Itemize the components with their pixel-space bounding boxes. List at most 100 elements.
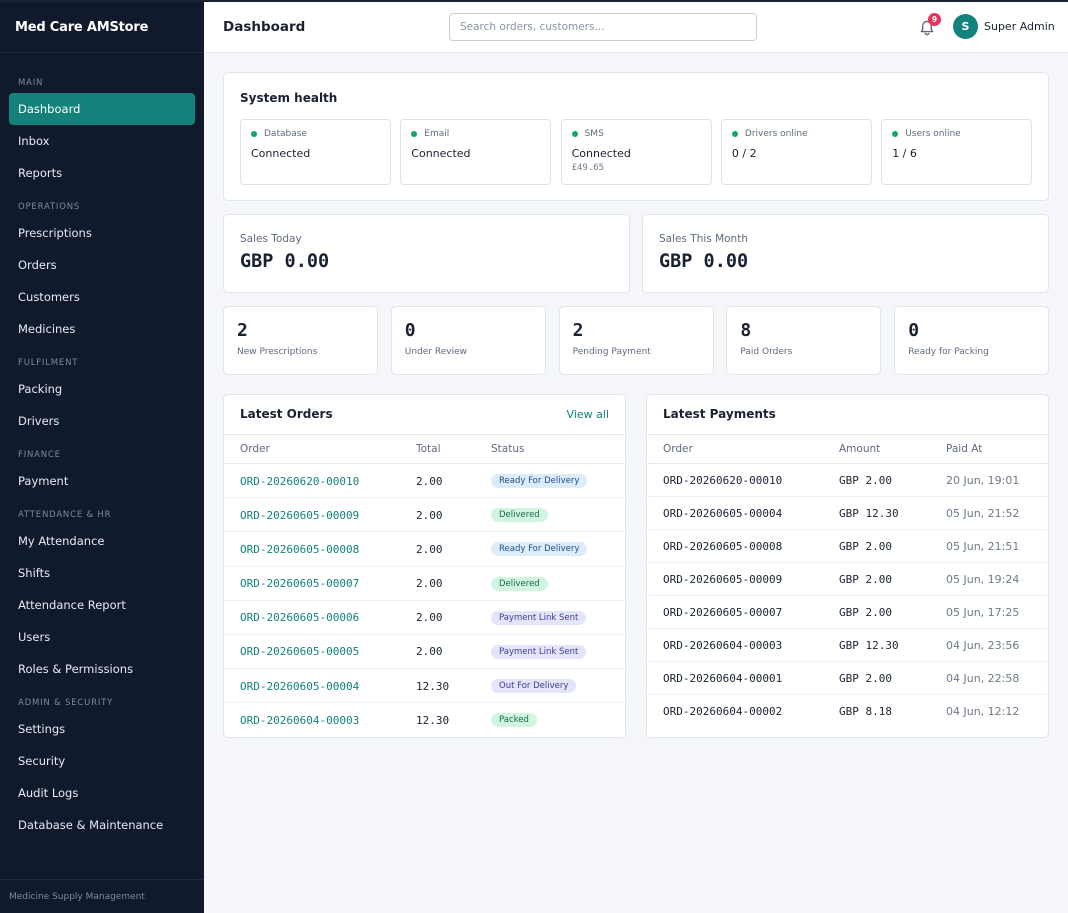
sidebar-item-shifts[interactable]: Shifts — [18, 566, 51, 580]
table-row[interactable]: ORD-20260605-00007 2.00 Delivered — [224, 567, 625, 601]
search-input[interactable] — [449, 13, 757, 41]
table-row[interactable]: ORD-20260605-00009 2.00 Delivered — [224, 498, 625, 533]
sidebar-item-orders[interactable]: Orders — [18, 258, 57, 272]
health-item-label-row: Email — [411, 129, 540, 139]
sidebar-item-inbox[interactable]: Inbox — [18, 134, 50, 148]
sales-today-card: Sales Today GBP 0.00 — [223, 214, 630, 293]
health-item-label-row: Drivers online — [731, 129, 861, 139]
order-number-link[interactable]: ORD-20260605-00007 — [240, 577, 360, 591]
order-number-link[interactable]: ORD-20260604-00003 — [240, 713, 360, 727]
sidebar-item-settings[interactable]: Settings — [18, 722, 66, 736]
table-row[interactable]: ORD-20260605-00009 GBP 2.00 05 Jun, 19:24 — [647, 563, 1048, 596]
latest-orders-title: Latest Orders — [240, 407, 333, 421]
sidebar-item-customers[interactable]: Customers — [18, 290, 80, 304]
health-item-label: Database — [264, 129, 307, 139]
sidebar-item-payment[interactable]: Payment — [18, 474, 69, 488]
status-cell: Delivered — [491, 567, 548, 601]
table-row[interactable]: ORD-20260605-00008 2.00 Ready For Delivery — [224, 532, 625, 567]
sidebar-item-drivers[interactable]: Drivers — [18, 414, 60, 428]
table-row[interactable]: ORD-20260620-00010 2.00 Ready For Delivery — [224, 464, 625, 499]
stat-label: Pending Payment — [572, 347, 651, 357]
sidebar-item-prescriptions[interactable]: Prescriptions — [18, 226, 92, 240]
section-label-attendance-and-hr: ATTENDANCE & HR — [18, 510, 112, 520]
sales-value: GBP 0.00 — [240, 251, 330, 272]
payment-amount: GBP 2.00 — [839, 474, 892, 487]
stat-card-new-prescriptions[interactable]: 2 New Prescriptions — [223, 306, 378, 375]
table-row[interactable]: ORD-20260605-00004 GBP 12.30 05 Jun, 21:52 — [647, 497, 1048, 530]
payments-column-headers: Order Amount Paid At — [647, 435, 1048, 464]
health-item-label: Email — [424, 129, 450, 139]
sidebar-item-medicines[interactable]: Medicines — [18, 322, 76, 336]
sidebar: Med Care AMStore MAIN Dashboard Inbox Repor… — [0, 2, 204, 913]
order-total: 2.00 — [416, 577, 443, 591]
health-item-label: SMS — [584, 129, 604, 139]
stat-card-pending-payment[interactable]: 2 Pending Payment — [558, 306, 714, 375]
payment-paid-at: 04 Jun, 22:58 — [946, 672, 1020, 685]
view-all-orders-link[interactable]: View all — [566, 408, 609, 421]
status-badge: Ready For Delivery — [491, 474, 588, 488]
status-cell: Out For Delivery — [491, 669, 577, 703]
status-dot-icon — [411, 131, 418, 137]
table-row[interactable]: ORD-20260604-00003 GBP 12.30 04 Jun, 23:56 — [647, 629, 1048, 662]
table-row[interactable]: ORD-20260605-00005 2.00 Payment Link Sent — [224, 635, 625, 670]
sidebar-item-roles-and-permissions[interactable]: Roles & Permissions — [18, 662, 134, 676]
payment-order-number: ORD-20260604-00003 — [663, 639, 783, 652]
status-badge: Packed — [491, 713, 537, 728]
health-item-value: Connected — [411, 147, 471, 160]
sidebar-item-audit-logs[interactable]: Audit Logs — [18, 786, 79, 800]
status-badge: Payment Link Sent — [491, 644, 587, 659]
sidebar-item-database-and-maintenance[interactable]: Database & Maintenance — [18, 818, 164, 832]
status-badge: Out For Delivery — [491, 679, 577, 694]
stat-label: Ready for Packing — [908, 347, 989, 357]
latest-payments-title: Latest Payments — [663, 407, 776, 421]
table-row[interactable]: ORD-20260620-00010 GBP 2.00 20 Jun, 19:01 — [647, 464, 1048, 497]
payment-paid-at: 20 Jun, 19:01 — [946, 474, 1020, 487]
order-number-link[interactable]: ORD-20260605-00009 — [240, 508, 360, 522]
payment-paid-at: 05 Jun, 21:52 — [946, 507, 1020, 520]
table-row[interactable]: ORD-20260605-00008 GBP 2.00 05 Jun, 21:51 — [647, 530, 1048, 563]
sidebar-item-users[interactable]: Users — [18, 630, 51, 644]
health-item-sms: SMS Connected £49.65 — [560, 119, 712, 185]
table-row[interactable]: ORD-20260605-00006 2.00 Payment Link Sent — [224, 601, 625, 635]
order-number-link[interactable]: ORD-20260605-00005 — [240, 645, 360, 659]
orders-column-headers: Order Total Status — [224, 435, 625, 464]
table-row[interactable]: ORD-20260604-00003 12.30 Packed — [224, 703, 625, 737]
stat-card-ready-for-packing[interactable]: 0 Ready for Packing — [894, 306, 1050, 375]
top-header: Dashboard 9 S Super Admin — [204, 2, 1068, 53]
sidebar-item-dashboard[interactable]: Dashboard — [9, 93, 195, 125]
sidebar-item-my-attendance[interactable]: My Attendance — [18, 534, 105, 548]
order-total: 12.30 — [416, 713, 450, 727]
table-row[interactable]: ORD-20260604-00002 GBP 8.18 04 Jun, 12:12 — [647, 695, 1048, 728]
order-number-link[interactable]: ORD-20260620-00010 — [240, 474, 360, 488]
sidebar-item-attendance-report[interactable]: Attendance Report — [18, 598, 126, 612]
order-number-link[interactable]: ORD-20260605-00006 — [240, 611, 360, 625]
sidebar-item-packing[interactable]: Packing — [18, 382, 63, 396]
system-health-card: System health Database Connected Email Conn… — [223, 72, 1049, 201]
stat-card-under-review[interactable]: 0 Under Review — [390, 306, 546, 375]
stat-card-paid-orders[interactable]: 8 Paid Orders — [726, 306, 882, 375]
table-row[interactable]: ORD-20260605-00004 12.30 Out For Delivery — [224, 669, 625, 704]
sidebar-item-security[interactable]: Security — [18, 754, 66, 768]
payment-order-number: ORD-20260605-00007 — [663, 606, 783, 619]
status-dot-icon — [251, 131, 257, 137]
payment-amount: GBP 12.30 — [839, 639, 899, 652]
stat-label: Paid Orders — [740, 347, 793, 357]
payment-amount: GBP 8.18 — [839, 705, 892, 718]
page-title: Dashboard — [223, 19, 306, 35]
notification-count-badge: 9 — [928, 13, 941, 26]
section-label-admin-and-security: ADMIN & SECURITY — [18, 698, 114, 708]
order-total: 2.00 — [416, 474, 443, 488]
order-number-link[interactable]: ORD-20260605-00008 — [240, 542, 360, 556]
sidebar-item-reports[interactable]: Reports — [18, 166, 63, 180]
column-header-amount: Amount — [839, 443, 881, 455]
system-health-title: System health — [240, 91, 338, 105]
payment-amount: GBP 2.00 — [839, 672, 892, 685]
table-row[interactable]: ORD-20260604-00001 GBP 2.00 04 Jun, 22:58 — [647, 662, 1048, 695]
payment-paid-at: 05 Jun, 19:24 — [946, 573, 1020, 586]
sales-month-card: Sales This Month GBP 0.00 — [642, 214, 1049, 293]
payment-paid-at: 04 Jun, 23:56 — [946, 639, 1020, 652]
order-number-link[interactable]: ORD-20260605-00004 — [240, 679, 360, 693]
avatar[interactable]: S — [953, 14, 978, 39]
user-name[interactable]: Super Admin — [984, 20, 1055, 33]
table-row[interactable]: ORD-20260605-00007 GBP 2.00 05 Jun, 17:25 — [647, 596, 1048, 629]
